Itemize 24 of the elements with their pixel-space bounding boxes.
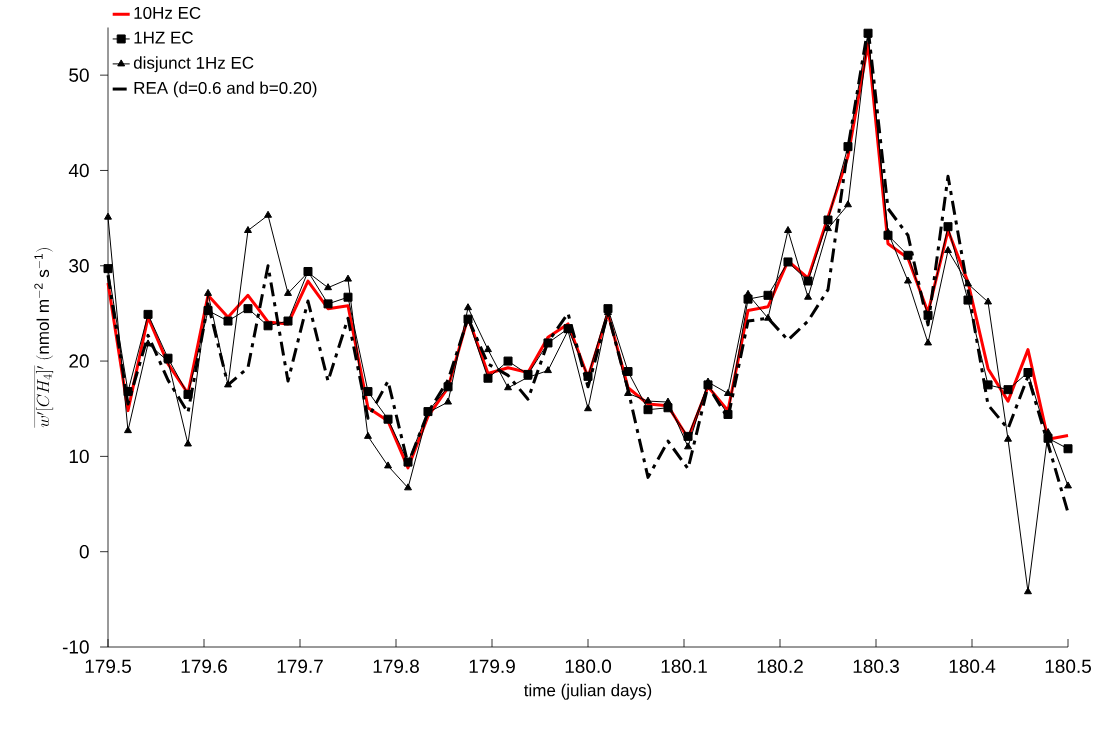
x-tick-label: 179.6 xyxy=(181,659,227,673)
y-tick-label: 30 xyxy=(69,259,89,273)
x-axis-title: time (julian days) xyxy=(524,683,652,700)
x-tick-label: 179.8 xyxy=(373,659,419,673)
y-tick-label: 20 xyxy=(69,354,89,368)
y-tick-label: 40 xyxy=(68,163,89,178)
y-axis-title: $\overline{w'[CH_4]'}\ (\mathrm{nmol\ m^{-2}\ s^{-1}})$ xyxy=(34,248,54,428)
x-tick-label: 180.5 xyxy=(1045,659,1091,673)
x-tick-label: 180.1 xyxy=(661,659,707,673)
x-tick-label: 179.9 xyxy=(469,659,515,673)
legend-label: REA (d=0.6 and b=0.20) xyxy=(134,81,317,98)
x-tick-label: 179.5 xyxy=(85,659,131,673)
x-tick-label: 180.4 xyxy=(949,659,996,673)
y-tick-label: 10 xyxy=(69,449,89,464)
x-tick-label: 180.0 xyxy=(565,659,612,673)
y-tick-label: -10 xyxy=(62,640,89,654)
x-tick-label: 179.7 xyxy=(277,659,323,673)
legend-label: 1HZ EC xyxy=(134,31,193,44)
x-tick-label: 180.3 xyxy=(853,659,899,673)
y-tick-label: 50 xyxy=(69,68,89,82)
y-tick-label: 0 xyxy=(79,544,89,559)
legend-label: 10Hz EC xyxy=(134,6,201,19)
legend-label: disjunct 1Hz EC xyxy=(133,56,254,73)
x-tick-label: 180.2 xyxy=(757,659,803,673)
